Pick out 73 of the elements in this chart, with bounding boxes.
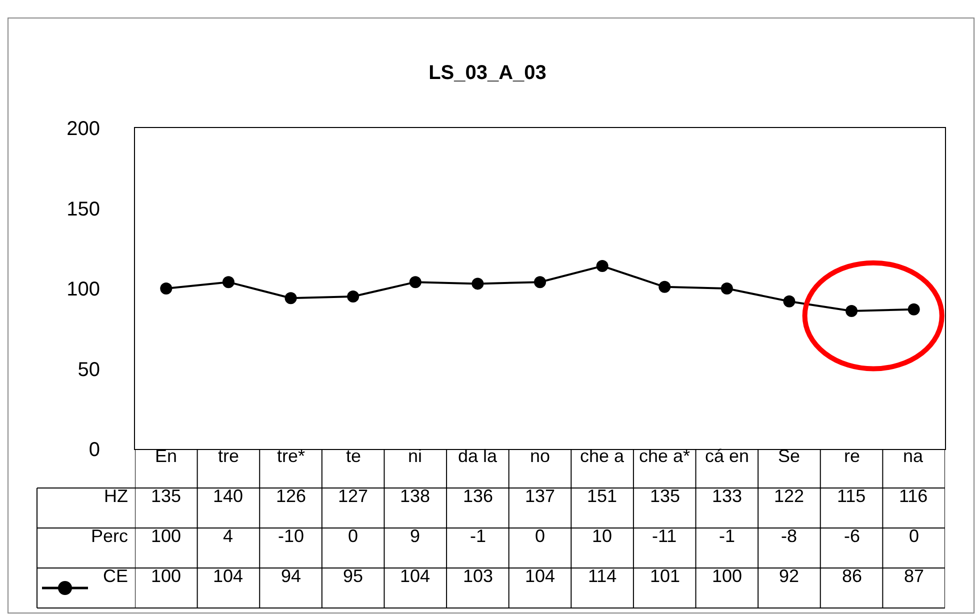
y-tick-label: 100 [66,278,100,300]
data-label: 104 [213,566,244,586]
text: 137 [525,486,556,506]
x-tick-label: ni [408,446,422,466]
x-tick-label: te [346,446,362,466]
text: -1 [719,526,736,546]
data-label: 87 [904,566,924,586]
point [284,292,297,304]
point [596,260,608,272]
text: 0 [535,526,546,546]
text: 138 [400,486,430,506]
text: -6 [844,526,860,546]
text: 10 [592,526,612,546]
data-label: 100 [151,566,182,586]
y-tick-label: 0 [88,439,100,461]
point [720,282,733,294]
x-tick-label: no [530,446,550,466]
data-label: 95 [343,566,364,586]
x-tick-label: re [844,446,860,466]
data-label: 103 [463,566,494,586]
point [658,280,671,293]
x-tick-label: che a [580,446,626,466]
text: Perc [91,526,128,546]
text: 140 [213,486,244,506]
y-tick-label: 150 [66,198,100,220]
data-label: 114 [588,566,617,586]
text: 135 [650,486,680,506]
text: -11 [652,526,677,546]
y-tick-label: 200 [66,118,100,140]
text: 0 [348,526,358,546]
text: HZ [104,486,128,506]
point [347,290,360,303]
text: 136 [463,486,494,506]
data-label: 92 [779,566,800,586]
x-tick-label: tre* [277,446,306,466]
x-tick-label: che a* [639,446,690,466]
text: 100 [151,526,182,546]
data-label: 94 [281,566,302,586]
x-tick-label: cá en [705,446,750,466]
data-label: 104 [525,566,556,586]
text: 122 [774,486,804,506]
text: 135 [151,486,182,506]
point [534,276,546,288]
x-tick-label: da la [458,446,498,466]
text: -8 [781,526,798,546]
point [908,303,920,316]
x-tick-label: tre [218,446,240,466]
data-label: 101 [650,566,680,586]
text: 151 [587,486,618,506]
text: 4 [223,526,234,546]
text: 127 [338,486,368,506]
x-tick-label: Se [778,446,800,466]
point [222,276,234,288]
point [783,295,796,308]
x-tick-label: na [903,446,924,466]
text: -1 [470,526,486,546]
y-tick-label: 50 [78,358,100,381]
chart-title: LS_03_A_03 [428,62,546,84]
point [472,278,484,290]
text: 115 [837,486,866,506]
data-label: 104 [400,566,430,586]
data-label: 86 [842,566,862,586]
point [409,276,422,288]
text: 116 [899,486,928,506]
legend-label: CE [103,566,128,586]
text: 133 [712,486,742,506]
point [160,282,172,294]
text: -10 [278,526,304,546]
text: 0 [909,526,920,546]
data-label: 100 [712,566,742,586]
text: 126 [276,486,306,506]
point [846,304,858,317]
text: 9 [410,526,420,546]
